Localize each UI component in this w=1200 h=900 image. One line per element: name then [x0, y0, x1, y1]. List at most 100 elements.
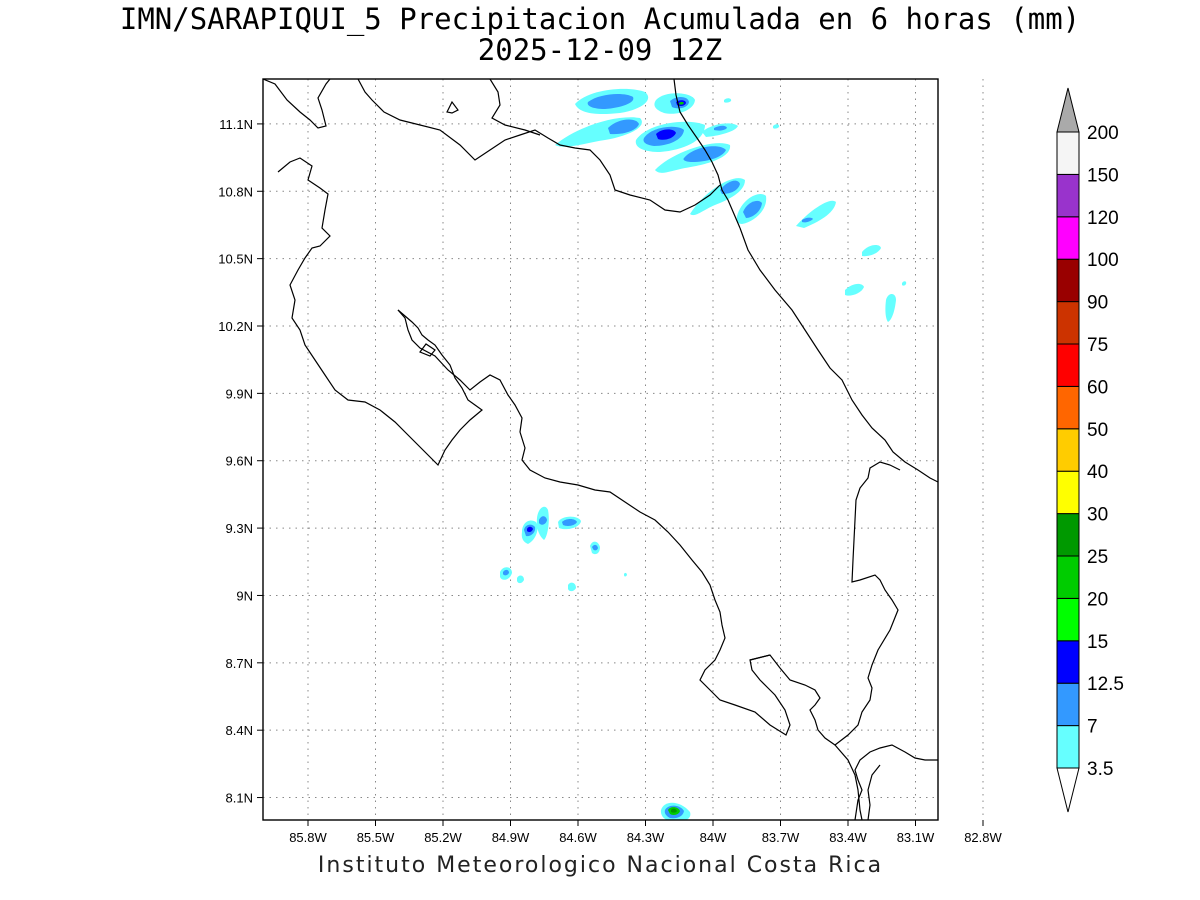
- pacific-coast-guanacaste: [277, 157, 483, 467]
- colorbar-label: 3.5: [1087, 759, 1113, 780]
- map-grid: [263, 79, 984, 820]
- coastline-borders: [263, 79, 938, 820]
- colorbar-min-arrow: [1056, 767, 1080, 813]
- lat-tick-label: 10.8N: [218, 184, 253, 199]
- rain-area: [720, 180, 740, 194]
- colorbar-swatch: [1056, 301, 1080, 345]
- map-title: IMN/SARAPIQUI_5 Precipitacion Acumulada …: [119, 2, 1081, 36]
- rain-area: [845, 283, 864, 296]
- precipitation-field: [500, 88, 907, 820]
- plot-frame: [262, 78, 939, 821]
- lat-tick-label: 8.1N: [226, 791, 253, 806]
- lon-tick-label: 84.6W: [559, 830, 597, 845]
- lat-tick-label: 10.2N: [218, 319, 253, 334]
- rain-area: [714, 125, 727, 131]
- colorbar-label: 15: [1087, 632, 1108, 653]
- lon-tick-label: 83.4W: [829, 830, 867, 845]
- colorbar-label: 120: [1087, 208, 1119, 229]
- axis-ticks: 85.8W 85.5W 85.2W 84.9W 84.6W 84.3W 84W 83.7W 83…: [218, 117, 1002, 845]
- colorbar-swatch: [1056, 470, 1080, 515]
- colorbar-label: 50: [1087, 420, 1108, 441]
- caribbean-coast: [739, 227, 938, 483]
- rain-area: [656, 129, 676, 140]
- map-subtitle-date: 2025-12-09 12Z: [477, 33, 723, 67]
- lat-tick-label: 9.9N: [226, 386, 253, 401]
- colorbar-label: 25: [1087, 547, 1108, 568]
- colorbar-label: 12.5: [1087, 674, 1124, 695]
- lake-nicaragua-shore: [357, 79, 721, 213]
- colorbar-label: 20: [1087, 589, 1108, 610]
- institution-credit: Instituto Meteorologico Nacional Costa R…: [317, 853, 884, 878]
- colorbar-label: 60: [1087, 377, 1108, 398]
- colorbar: 3.5 7 12.5 15 20 25 30 40 50 60 75 90 100 120 150 200: [1056, 87, 1124, 813]
- rain-area: [724, 98, 732, 103]
- rain-area: [539, 516, 547, 525]
- rain-area: [862, 244, 881, 257]
- colorbar-swatch: [1056, 343, 1080, 387]
- rain-area: [773, 124, 780, 129]
- lat-tick-label: 9.6N: [226, 454, 253, 469]
- rain-area: [743, 200, 762, 218]
- colorbar-label: 40: [1087, 462, 1108, 483]
- lon-tick-label: 85.5W: [357, 830, 395, 845]
- rain-area: [517, 575, 524, 584]
- rain-area: [802, 217, 813, 223]
- rain-area: [608, 119, 639, 135]
- colorbar-label: 200: [1087, 123, 1119, 144]
- colorbar-swatch: [1056, 131, 1080, 175]
- colorbar-swatch: [1056, 725, 1080, 769]
- rain-area: [683, 146, 726, 162]
- caribbean-coast-north: [489, 79, 541, 136]
- gulf-detail: [749, 654, 771, 661]
- rain-area: [885, 294, 896, 322]
- colorbar-swatch: [1056, 258, 1080, 303]
- lat-tick-label: 8.4N: [226, 723, 253, 738]
- colorbar-swatch: [1056, 385, 1080, 430]
- nicoya-gulf-shore: [397, 309, 901, 746]
- small-island: [419, 343, 436, 357]
- lat-tick-label: 8.7N: [226, 656, 253, 671]
- panama-border: [854, 744, 938, 820]
- lat-tick-label: 9.3N: [226, 521, 253, 536]
- rain-area: [671, 808, 677, 813]
- rain-area: [592, 544, 598, 551]
- lon-tick-label: 85.2W: [424, 830, 462, 845]
- rain-area: [527, 526, 533, 533]
- lon-tick-label: 84.9W: [492, 830, 530, 845]
- rain-area: [587, 94, 634, 109]
- lon-tick-label: 84.3W: [627, 830, 665, 845]
- colorbar-swatch: [1056, 216, 1080, 260]
- lon-tick-label: 85.8W: [289, 830, 327, 845]
- nicaragua-costa-rica-border: [673, 79, 741, 229]
- lon-tick-label: 83.1W: [897, 830, 935, 845]
- rain-area: [679, 101, 684, 105]
- colorbar-swatch: [1056, 555, 1080, 599]
- lat-tick-label: 11.1N: [219, 117, 253, 132]
- colorbar-swatch: [1056, 682, 1080, 727]
- rain-area: [796, 200, 836, 228]
- rain-area: [503, 569, 509, 576]
- colorbar-label: 7: [1087, 717, 1098, 738]
- lon-tick-label: 83.7W: [762, 830, 800, 845]
- colorbar-label: 30: [1087, 505, 1108, 526]
- rain-area: [568, 582, 576, 592]
- colorbar-label: 75: [1087, 335, 1108, 356]
- burica-peninsula: [834, 744, 863, 820]
- southern-border: [867, 764, 881, 820]
- lat-tick-label: 10.5N: [218, 252, 253, 267]
- rain-area: [562, 519, 577, 526]
- lon-tick-label: 84W: [700, 830, 727, 845]
- colorbar-label: 90: [1087, 293, 1108, 314]
- rain-area: [902, 281, 907, 286]
- colorbar-swatch: [1056, 597, 1080, 642]
- lon-tick-label: 82.8W: [964, 830, 1002, 845]
- lake-island: [446, 100, 459, 114]
- colorbar-label: 100: [1087, 250, 1119, 271]
- colorbar-label: 150: [1087, 165, 1119, 186]
- rain-area: [624, 572, 627, 577]
- colorbar-swatch: [1056, 513, 1080, 557]
- lat-tick-label: 9N: [236, 588, 253, 603]
- nicaragua-coastline: [263, 79, 331, 129]
- colorbar-swatch: [1056, 428, 1080, 472]
